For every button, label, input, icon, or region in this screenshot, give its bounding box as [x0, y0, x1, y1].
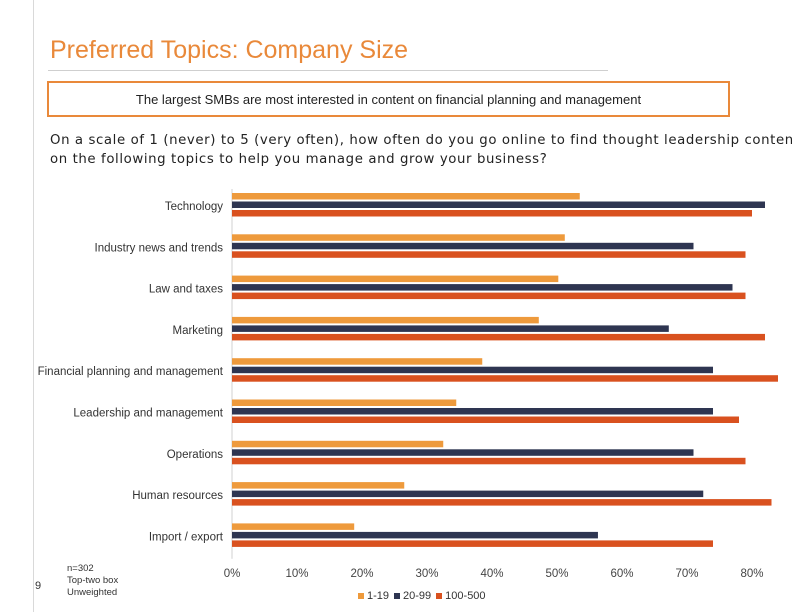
sample-notes: n=302 Top-two box Unweighted: [67, 563, 118, 599]
title-divider: [48, 70, 608, 71]
bar-100-500: [232, 333, 765, 341]
category-label: Leadership and management: [73, 408, 223, 420]
chart-legend: 1-19 20-99 100-500: [358, 590, 491, 602]
x-tick-label: 70%: [675, 568, 698, 580]
page-margin-line: [33, 0, 34, 612]
bar-20-99: [232, 284, 733, 291]
bar-20-99: [232, 449, 694, 456]
bar-1-19: [232, 193, 580, 200]
legend-item: 1-19: [358, 590, 389, 602]
sample-size: n=302: [67, 563, 94, 574]
bar-20-99: [232, 490, 704, 498]
category-label: Operations: [167, 449, 224, 461]
key-finding-callout: The largest SMBs are most interested in …: [47, 81, 730, 117]
bar-100-500: [232, 375, 778, 382]
category-label: Marketing: [173, 325, 224, 337]
page-number: 9: [35, 580, 42, 592]
bar-1-19: [232, 482, 405, 489]
bar-20-99: [232, 408, 713, 415]
x-tick-label: 40%: [480, 568, 503, 580]
bar-1-19: [232, 440, 444, 448]
bar-100-500: [232, 251, 746, 258]
x-tick-label: 30%: [415, 568, 438, 580]
survey-question-line-2: on the following topics to help you mana…: [50, 152, 548, 167]
category-label: Law and taxes: [149, 284, 223, 296]
bar-1-19: [232, 358, 483, 365]
bar-20-99: [232, 531, 598, 539]
category-label: Financial planning and management: [38, 366, 224, 378]
bar-1-19: [232, 523, 355, 530]
bar-100-500: [232, 416, 739, 423]
legend-item: 100-500: [436, 590, 486, 602]
legend-swatch: [394, 593, 401, 599]
bar-100-500: [232, 540, 713, 547]
category-label: Industry news and trends: [95, 242, 224, 254]
bar-100-500: [232, 457, 746, 465]
legend-label: 20-99: [403, 590, 432, 602]
bar-100-500: [232, 499, 772, 506]
legend-label: 1-19: [367, 590, 390, 602]
legend-label: 100-500: [445, 590, 486, 602]
measure-note: Top-two box: [67, 575, 119, 586]
legend-swatch: [436, 593, 443, 599]
bar-1-19: [232, 399, 457, 406]
bar-1-19: [232, 234, 565, 241]
legend-swatch: [358, 593, 364, 599]
bar-100-500: [232, 210, 752, 217]
category-label: Technology: [165, 201, 223, 213]
bar-20-99: [232, 366, 713, 374]
key-finding-text: The largest SMBs are most interested in …: [135, 91, 642, 107]
bar-20-99: [232, 242, 694, 250]
survey-question-line-1: On a scale of 1 (never) to 5 (very often…: [50, 133, 792, 148]
x-tick-label: 50%: [545, 568, 568, 580]
page-title: Preferred Topics: Company Size: [50, 36, 409, 64]
survey-question: On a scale of 1 (never) to 5 (very often…: [50, 131, 792, 169]
bar-20-99: [232, 325, 669, 332]
bar-1-19: [232, 275, 559, 283]
x-tick-label: 60%: [610, 568, 633, 580]
x-tick-label: 20%: [350, 568, 373, 580]
bar-1-19: [232, 316, 539, 324]
legend-item: 20-99: [394, 590, 431, 602]
x-tick-label: 80%: [740, 568, 763, 580]
x-tick-label: 0%: [224, 568, 241, 580]
bar-20-99: [232, 201, 765, 208]
category-label: Human resources: [132, 490, 223, 502]
weighting-note: Unweighted: [67, 587, 118, 598]
x-tick-label: 10%: [285, 568, 308, 580]
bar-100-500: [232, 292, 746, 300]
category-label: Import / export: [149, 531, 224, 543]
